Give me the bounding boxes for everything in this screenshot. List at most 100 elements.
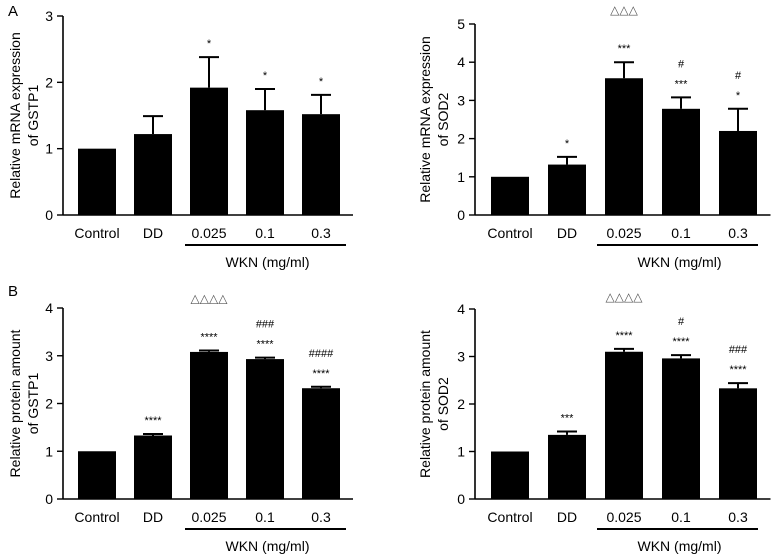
category-label: 0.3 (311, 225, 331, 241)
y-tick-label: 3 (457, 92, 465, 108)
category-label: Control (74, 225, 119, 241)
y-tick-label: 1 (45, 443, 53, 459)
category-label: Control (487, 509, 532, 525)
bar (302, 388, 340, 499)
bar (134, 134, 172, 215)
bar (719, 388, 757, 499)
y-tick-label: 0 (457, 491, 465, 507)
significance-marker: *** (618, 43, 632, 55)
category-label: DD (557, 225, 577, 241)
bar (134, 435, 172, 499)
chart-sod2-protein: 0 1 2 3 4 Relative protein amount of SOD2 Contr… (417, 290, 771, 554)
significance-marker: # (678, 316, 685, 328)
y-axis-label-line2: of GSTP1 (25, 373, 41, 435)
bar (548, 434, 586, 499)
significance-marker: #### (309, 348, 334, 360)
bar (246, 110, 284, 215)
chart-sod2-mrna: 0 1 2 3 4 5 Relative mRNA expression of SOD2 Con… (417, 3, 771, 270)
significance-triangles: △△△ (610, 3, 638, 17)
bar (190, 87, 228, 215)
bar (548, 164, 586, 215)
bar (78, 148, 116, 215)
significance-marker: **** (312, 368, 330, 380)
bar (605, 78, 643, 215)
category-label: 0.025 (606, 225, 641, 241)
bar (605, 351, 643, 499)
y-axis-label-line1: Relative protein amount (7, 329, 23, 477)
category-label: 0.1 (671, 225, 691, 241)
significance-marker: *** (561, 413, 575, 425)
category-label: 0.1 (255, 509, 275, 525)
y-tick-label: 0 (45, 207, 53, 223)
bar (491, 451, 529, 499)
bar (662, 108, 700, 215)
y-tick-label: 2 (45, 74, 53, 90)
significance-marker: **** (256, 339, 274, 351)
chart-gstp1-protein: 0 1 2 3 4 Relative protein amount of GSTP1 Cont… (7, 291, 353, 554)
y-axis-label-line1: Relative protein amount (417, 330, 433, 478)
category-label: 0.3 (728, 225, 748, 241)
y-axis-label-line2: of GSTP1 (25, 85, 41, 147)
significance-marker: * (565, 138, 570, 150)
y-axis-label-line2: of SOD2 (435, 92, 451, 146)
category-label: DD (557, 509, 577, 525)
significance-marker: * (319, 76, 324, 88)
chart-gstp1-mrna: 0 1 2 3 Relative mRNA expression of GSTP1 Cont… (7, 8, 353, 270)
bar (78, 451, 116, 499)
significance-marker: # (678, 58, 685, 70)
y-tick-label: 4 (45, 300, 53, 316)
y-tick-label: 2 (45, 396, 53, 412)
significance-marker: ### (729, 344, 748, 356)
bar (302, 114, 340, 215)
group-label: WKN (mg/ml) (638, 254, 722, 270)
bar (719, 130, 757, 215)
significance-triangles: △△△△ (191, 291, 229, 305)
significance-marker: * (263, 70, 268, 82)
bar (662, 358, 700, 499)
significance-triangles: △△△△ (606, 290, 644, 304)
group-label: WKN (mg/ml) (226, 538, 310, 554)
y-tick-label: 0 (45, 491, 53, 507)
bar (190, 351, 228, 499)
y-tick-label: 0 (457, 207, 465, 223)
category-label: 0.025 (191, 225, 226, 241)
y-axis-label-line1: Relative mRNA expression (7, 32, 23, 199)
y-tick-label: 4 (457, 54, 465, 70)
significance-marker: **** (729, 364, 747, 376)
category-label: DD (143, 509, 163, 525)
y-axis-label-line2: of SOD2 (435, 377, 451, 431)
significance-marker: **** (144, 415, 162, 427)
y-tick-label: 3 (45, 348, 53, 364)
panel-label-b: B (8, 283, 18, 300)
significance-marker: * (736, 90, 741, 102)
significance-marker: *** (675, 78, 689, 90)
y-tick-label: 3 (457, 349, 465, 365)
y-tick-label: 1 (457, 169, 465, 185)
bar (246, 359, 284, 499)
category-label: Control (74, 509, 119, 525)
panel-label-a: A (8, 3, 18, 20)
significance-marker: **** (615, 330, 633, 342)
significance-marker: ### (256, 319, 275, 331)
y-axis-label-line1: Relative mRNA expression (417, 36, 433, 203)
y-tick-label: 3 (45, 8, 53, 24)
category-label: 0.3 (728, 509, 748, 525)
significance-marker: # (735, 70, 742, 82)
y-tick-label: 1 (45, 141, 53, 157)
y-tick-label: 4 (457, 301, 465, 317)
y-tick-label: 5 (457, 16, 465, 32)
category-label: 0.025 (191, 509, 226, 525)
y-tick-label: 2 (457, 396, 465, 412)
category-label: Control (487, 225, 532, 241)
category-label: 0.1 (671, 509, 691, 525)
group-label: WKN (mg/ml) (226, 254, 310, 270)
y-tick-label: 1 (457, 444, 465, 460)
y-tick-label: 2 (457, 131, 465, 147)
bar (491, 176, 529, 215)
category-label: 0.025 (606, 509, 641, 525)
significance-marker: **** (672, 336, 690, 348)
significance-marker: * (207, 38, 212, 50)
category-label: DD (143, 225, 163, 241)
category-label: 0.3 (311, 509, 331, 525)
